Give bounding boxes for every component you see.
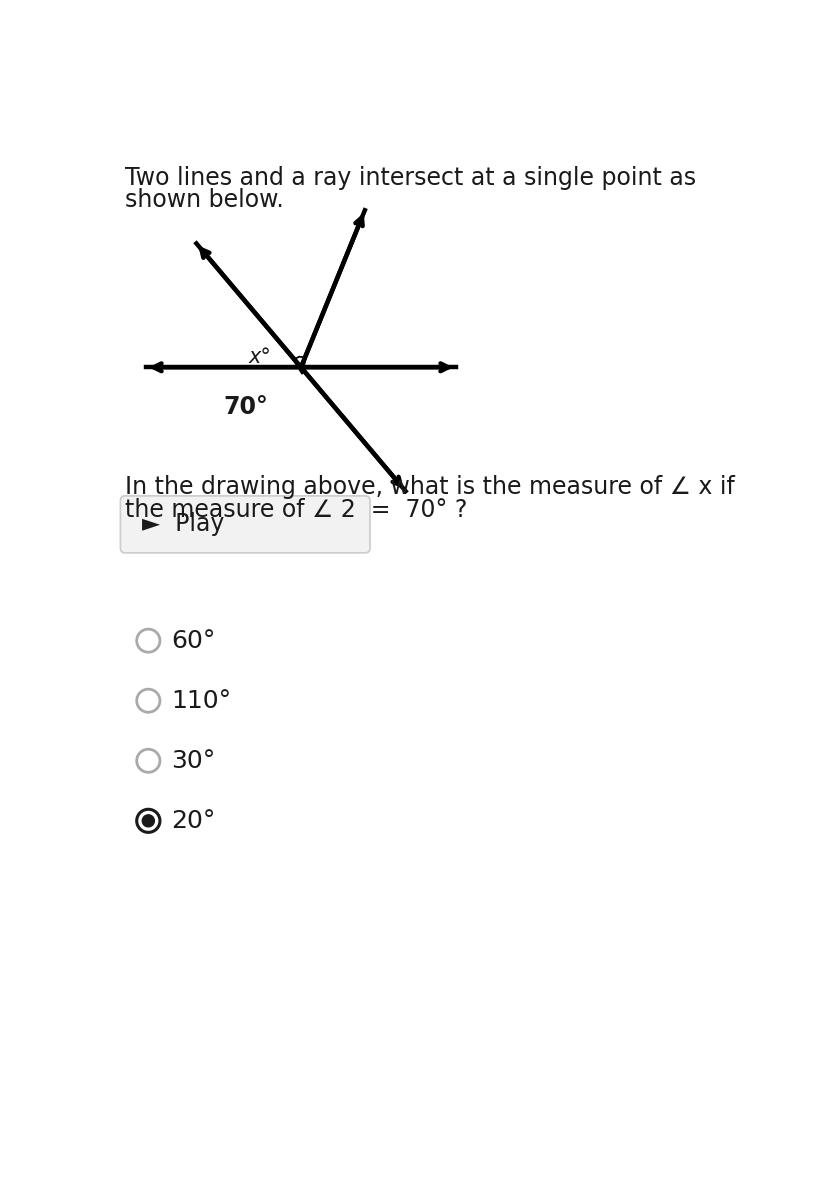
Text: x°: x° xyxy=(248,347,271,366)
Text: the measure of ∠ 2  =  70° ?: the measure of ∠ 2 = 70° ? xyxy=(125,498,467,522)
Text: 70°: 70° xyxy=(223,395,269,419)
FancyBboxPatch shape xyxy=(121,496,370,553)
Text: 60°: 60° xyxy=(171,629,215,653)
Text: ►  Play: ► Play xyxy=(142,512,224,536)
Text: 110°: 110° xyxy=(171,689,231,713)
Text: In the drawing above, what is the measure of ∠ x if: In the drawing above, what is the measur… xyxy=(125,475,735,499)
Text: 20°: 20° xyxy=(171,809,215,833)
Text: 30°: 30° xyxy=(171,749,215,773)
Text: Two lines and a ray intersect at a single point as: Two lines and a ray intersect at a singl… xyxy=(125,166,696,190)
Text: shown below.: shown below. xyxy=(125,188,284,212)
Circle shape xyxy=(142,815,155,827)
